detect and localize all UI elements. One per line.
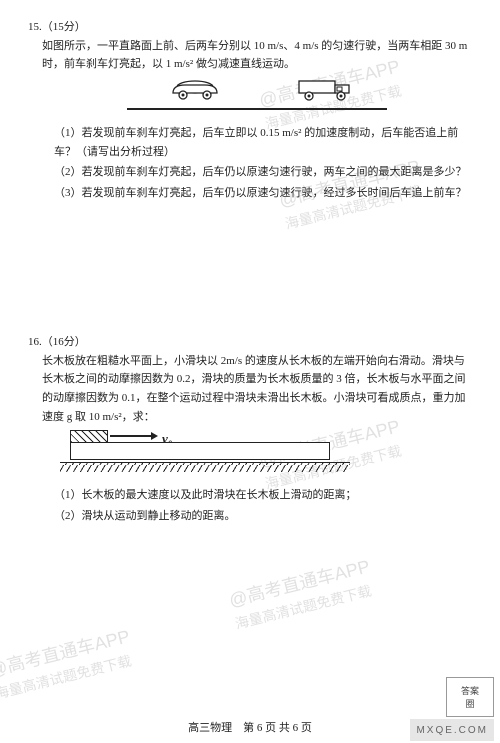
exam-page: @高考直通车APP 海量高清试题免费下载 @高考直通车APP 海量高清试题免费下… [0,0,500,743]
problem-16-q2: （2）滑块从运动到静止移动的距离。 [42,507,472,526]
problem-number: 15.（15分） [28,18,472,37]
rear-car-icon [167,79,223,108]
badge-top: 答案 [461,684,479,697]
problem-15-q3: （3）若发现前车刹车灯亮起，后车仍以原速匀速行驶，经过多长时间后车追上前车？ [42,184,472,203]
problem-number: 16.（16分） [28,333,472,352]
problem-intro: 如图所示，一平直路面上前、后两车分别以 10 m/s、4 m/s 的匀速行驶，当… [42,37,472,74]
problem-intro: 长木板放在粗糙水平面上，小滑块以 2m/s 的速度从长木板的左端开始向右滑动。滑… [42,352,472,427]
watermark-main: @高考直通车APP [227,556,372,610]
plank-figure: v₀ [60,430,350,476]
road-line [127,108,387,110]
problem-16: 16.（16分） 长木板放在粗糙水平面上，小滑块以 2m/s 的速度从长木板的左… [28,333,472,526]
problem-15-q1: （1）若发现前车刹车灯亮起，后车立即以 0.15 m/s² 的加速度制动，后车能… [42,124,472,161]
ground-surface [60,462,350,472]
answer-badge: 答案 圈 [446,677,494,717]
velocity-arrow-icon [110,435,156,437]
front-truck-icon [297,79,357,108]
road-figure [127,78,387,116]
watermark-main: @高考直通车APP [0,626,132,680]
wooden-plank [70,442,330,460]
problem-16-q1: （1）长木板的最大速度以及此时滑块在长木板上滑动的距离； [42,486,472,505]
page-footer: 高三物理 第 6 页 共 6 页 [0,719,500,735]
badge-bottom: 圈 [465,697,474,710]
problem-15: 15.（15分） 如图所示，一平直路面上前、后两车分别以 10 m/s、4 m/… [28,18,472,203]
problem-15-q2: （2）若发现前车刹车灯亮起，后车仍以原速匀速行驶，两车之间的最大距离是多少？ [42,163,472,182]
watermark-5: @高考直通车APP 海量高清试题免费下载 [0,623,138,704]
watermark-4: @高考直通车APP 海量高清试题免费下载 [226,553,378,634]
watermark-sub: 海量高清试题免费下载 [233,579,378,634]
watermark-sub: 海量高清试题免费下载 [0,649,138,704]
spacer [28,263,472,333]
